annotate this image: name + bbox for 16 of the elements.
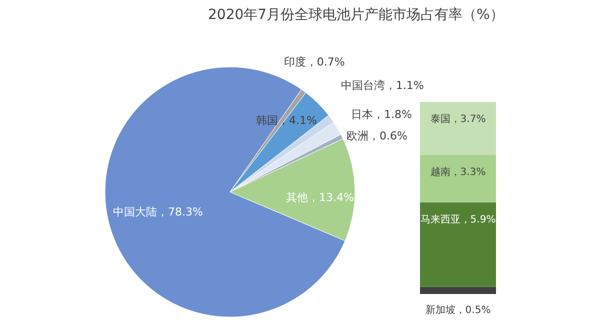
slice-label: 日本，1.8% [351,108,412,122]
data-label: 马来西亚，5.9% [420,213,496,226]
slice-label: 韩国，4.1% [256,114,317,128]
data-label: 越南，3.3% [430,166,486,178]
slice-label: 中国大陆，78.3% [112,206,203,219]
bar [420,102,496,156]
slice-label: 印度，0.7% [284,56,345,69]
slice-label: 中国台湾，1.1% [340,79,424,92]
slice-label: 欧洲，0.6% [346,129,408,142]
slice-label: 其他，13.4% [286,191,354,204]
chart-title: 2020年7月份全球电池片产能市场占有率（%） [208,7,504,23]
bar [420,202,496,287]
bar [420,286,496,294]
bar [420,155,496,202]
data-label: 泰国，3.7% [430,114,486,125]
data-label: 新加坡，0.5% [425,304,491,316]
